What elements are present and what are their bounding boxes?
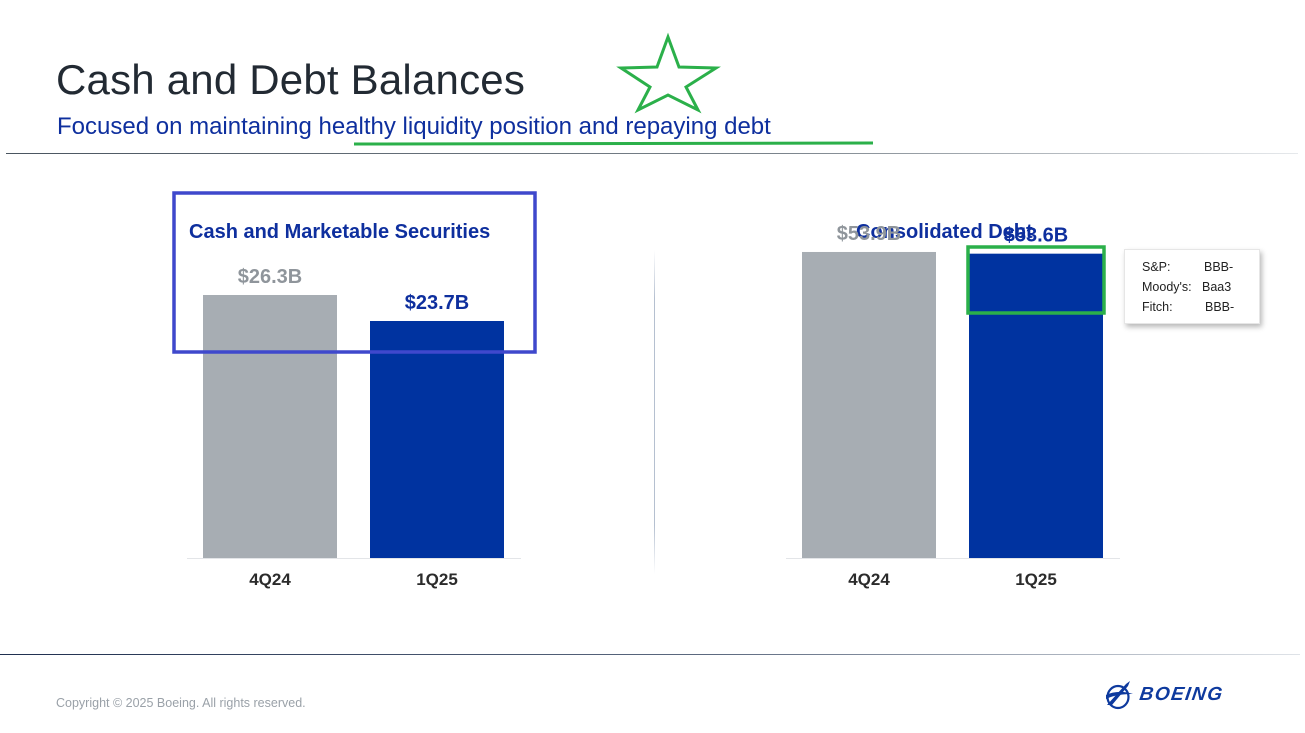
chart-divider xyxy=(654,250,655,574)
debt-tick-label-1q25: 1Q25 xyxy=(1015,570,1057,589)
rating-agency: Moody's: xyxy=(1142,280,1192,294)
debt-bar-4q24 xyxy=(802,251,936,558)
debt-tick-label-4q24: 4Q24 xyxy=(848,570,890,589)
rating-value: BBB- xyxy=(1205,300,1235,314)
page-subtitle: Focused on maintaining healthy liquidity… xyxy=(57,113,771,140)
header-divider xyxy=(6,153,1298,154)
cash-tick-label-1q25: 1Q25 xyxy=(416,570,458,589)
debt-data-label-1q25: $53.6B xyxy=(1004,225,1069,247)
rating-value: Baa3 xyxy=(1202,280,1232,294)
debt-chart: $53.9B 4Q24 $53.6B 1Q25 xyxy=(786,223,1120,589)
cash-bar-1q25 xyxy=(370,321,504,558)
boeing-logo-icon xyxy=(1106,681,1133,710)
rating-agency: Fitch: xyxy=(1142,300,1173,314)
cash-data-label-1q25: $23.7B xyxy=(405,292,470,314)
debt-chart-title: Consolidated Debt xyxy=(856,221,1033,243)
page-title: Cash and Debt Balances xyxy=(56,56,526,103)
footer-divider xyxy=(0,654,1300,655)
rating-agency: S&P: xyxy=(1142,260,1171,274)
cash-chart: $26.3B 4Q24 $23.7B 1Q25 xyxy=(187,266,521,589)
debt-bar-1q25 xyxy=(969,253,1103,558)
cash-bar-4q24 xyxy=(203,295,337,558)
debt-data-label-4q24: $53.9B xyxy=(837,223,902,245)
boeing-logo: BOEING xyxy=(1106,681,1225,710)
copyright-text: Copyright © 2025 Boeing. All rights rese… xyxy=(56,696,306,710)
cash-data-label-4q24: $26.3B xyxy=(238,266,303,288)
cash-tick-label-4q24: 4Q24 xyxy=(249,570,291,589)
rating-value: BBB- xyxy=(1204,260,1234,274)
boeing-logo-text: BOEING xyxy=(1138,684,1225,705)
credit-ratings-box: S&P: BBB- Moody's: Baa3 Fitch: BBB- xyxy=(1124,249,1260,324)
